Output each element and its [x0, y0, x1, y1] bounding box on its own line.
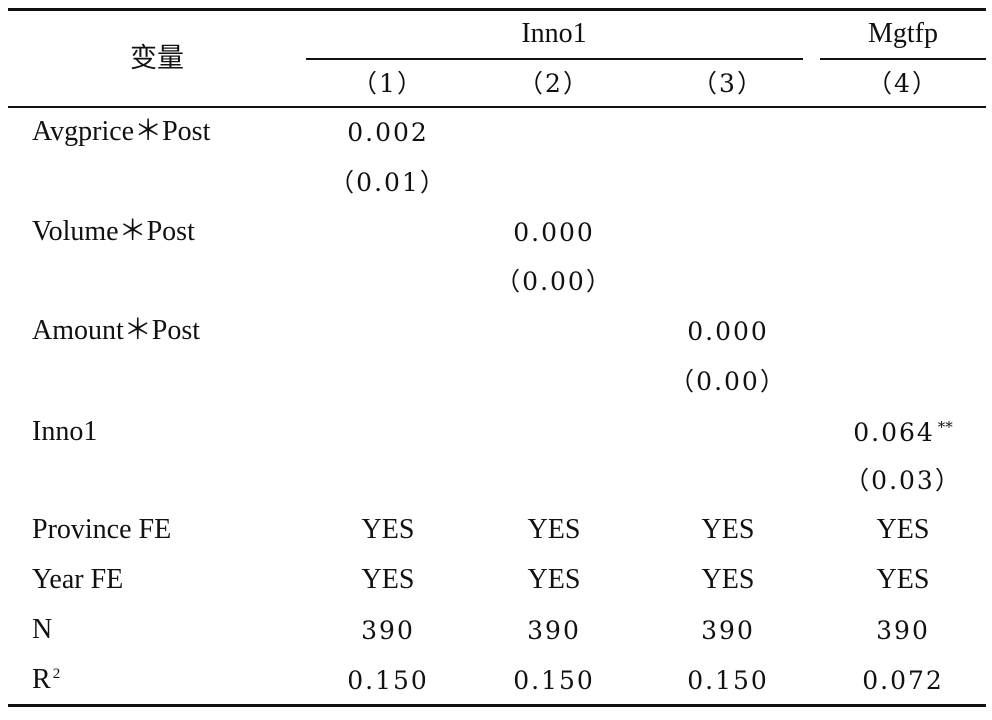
top-rule [8, 8, 986, 11]
r2-col2: 0.150 [513, 666, 595, 695]
row-label-province-fe: Province FE [32, 514, 172, 545]
province-fe-col1: YES [361, 514, 415, 545]
n-col3: 390 [701, 616, 755, 645]
se-inno1-col4: （0.03） [844, 466, 962, 495]
row-label-year-fe: Year FE [32, 564, 124, 595]
column-number-1: （1） [352, 69, 424, 98]
n-col1: 390 [361, 616, 415, 645]
year-fe-col4: YES [876, 564, 930, 595]
year-fe-col1: YES [361, 564, 415, 595]
row-label-volume-post: Volume＊Post [32, 216, 195, 247]
row-label-n: N [32, 614, 53, 645]
bottom-rule [8, 704, 986, 707]
r-squared-base: R [32, 664, 51, 695]
coef-volume-post-col2: 0.000 [513, 218, 595, 247]
province-fe-col4: YES [876, 514, 930, 545]
coef-avgprice-post-col1: 0.002 [347, 118, 429, 147]
group-header-inno1: Inno1 [521, 18, 587, 49]
column-number-4: （4） [867, 69, 939, 98]
column-number-3: （3） [692, 69, 764, 98]
se-avgprice-post-col1: （0.01） [329, 168, 447, 197]
se-volume-post-col2: （0.00） [495, 267, 613, 296]
column-number-2: （2） [518, 69, 590, 98]
row-label-inno1: Inno1 [32, 416, 98, 447]
se-amount-post-col3: （0.00） [669, 367, 787, 396]
row-label-avgprice-post: Avgprice＊Post [32, 116, 211, 147]
n-col2: 390 [527, 616, 581, 645]
stub-header: 变量 [130, 43, 184, 74]
coef-amount-post-col3: 0.000 [687, 317, 769, 346]
r2-col3: 0.150 [687, 666, 769, 695]
province-fe-col2: YES [527, 514, 581, 545]
group-rule-mgtfp [820, 58, 986, 60]
year-fe-col3: YES [701, 564, 755, 595]
r2-col4: 0.072 [862, 666, 944, 695]
header-rule [8, 106, 986, 108]
row-label-amount-post: Amount＊Post [32, 315, 201, 346]
province-fe-col3: YES [701, 514, 755, 545]
year-fe-col2: YES [527, 564, 581, 595]
group-rule-inno1 [306, 58, 803, 60]
n-col4: 390 [876, 616, 930, 645]
r-squared-exponent: 2 [52, 666, 61, 682]
coef-inno1-col4: 0.064 ** [853, 416, 953, 450]
significance-stars: ** [937, 418, 953, 436]
coef-inno1-value: 0.064 [853, 418, 935, 447]
group-header-mgtfp: Mgtfp [868, 18, 938, 49]
r2-col1: 0.150 [347, 666, 429, 695]
